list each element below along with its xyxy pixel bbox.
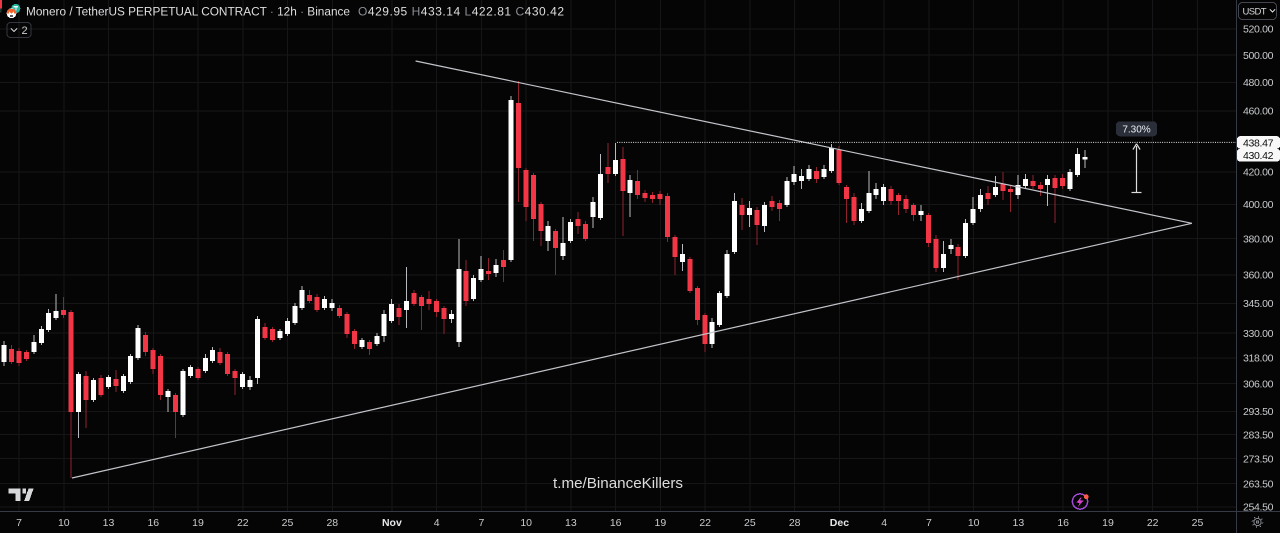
- svg-text:4: 4: [434, 517, 440, 529]
- svg-text:25: 25: [744, 517, 756, 529]
- svg-text:4: 4: [881, 517, 887, 529]
- svg-text:28: 28: [789, 517, 801, 529]
- svg-text:430.42: 430.42: [1243, 150, 1274, 162]
- svg-text:28: 28: [326, 517, 338, 529]
- svg-text:10: 10: [58, 517, 70, 529]
- svg-text:2: 2: [22, 25, 28, 37]
- svg-text:7: 7: [926, 517, 932, 529]
- svg-text:16: 16: [1057, 517, 1069, 529]
- svg-text:306.00: 306.00: [1243, 378, 1274, 390]
- svg-text:7.30%: 7.30%: [1122, 124, 1150, 135]
- svg-text:438.47: 438.47: [1243, 137, 1274, 149]
- svg-text:USDT: USDT: [1243, 7, 1267, 18]
- svg-text:13: 13: [1013, 517, 1025, 529]
- svg-text:22: 22: [237, 517, 249, 529]
- svg-text:10: 10: [520, 517, 532, 529]
- svg-text:19: 19: [1102, 517, 1114, 529]
- svg-text:420.00: 420.00: [1243, 167, 1274, 179]
- svg-text:380.00: 380.00: [1243, 233, 1274, 245]
- svg-text:318.00: 318.00: [1243, 353, 1274, 365]
- svg-text:O429.95 H433.14 L422.81 C430.4: O429.95 H433.14 L422.81 C430.42: [358, 5, 564, 19]
- svg-text:13: 13: [565, 517, 577, 529]
- svg-text:19: 19: [655, 517, 667, 529]
- svg-text:283.50: 283.50: [1243, 429, 1274, 441]
- svg-text:480.00: 480.00: [1243, 77, 1274, 89]
- svg-text:400.00: 400.00: [1243, 199, 1274, 211]
- svg-text:460.00: 460.00: [1243, 106, 1274, 118]
- svg-text:273.50: 273.50: [1243, 453, 1274, 465]
- svg-text:22: 22: [1147, 517, 1159, 529]
- svg-text:25: 25: [282, 517, 294, 529]
- svg-text:330.00: 330.00: [1243, 328, 1274, 340]
- svg-text:7: 7: [478, 517, 484, 529]
- svg-text:Nov: Nov: [382, 517, 402, 529]
- svg-text:10: 10: [968, 517, 980, 529]
- svg-text:254.50: 254.50: [1243, 502, 1274, 514]
- svg-text:Dec: Dec: [830, 517, 849, 529]
- svg-text:16: 16: [147, 517, 159, 529]
- svg-text:293.50: 293.50: [1243, 406, 1274, 418]
- svg-text:13: 13: [103, 517, 115, 529]
- svg-text:360.00: 360.00: [1243, 270, 1274, 282]
- svg-text:7: 7: [16, 517, 22, 529]
- svg-text:520.00: 520.00: [1243, 24, 1274, 36]
- svg-text:500.00: 500.00: [1243, 50, 1274, 62]
- svg-text:t.me/BinanceKillers: t.me/BinanceKillers: [553, 475, 683, 492]
- svg-text:345.00: 345.00: [1243, 298, 1274, 310]
- svg-text:25: 25: [1192, 517, 1204, 529]
- svg-text:22: 22: [699, 517, 711, 529]
- svg-text:16: 16: [610, 517, 622, 529]
- svg-text:263.50: 263.50: [1243, 478, 1274, 490]
- svg-text:Monero / TetherUS PERPETUAL CO: Monero / TetherUS PERPETUAL CONTRACT · 1…: [26, 5, 350, 19]
- svg-text:19: 19: [192, 517, 204, 529]
